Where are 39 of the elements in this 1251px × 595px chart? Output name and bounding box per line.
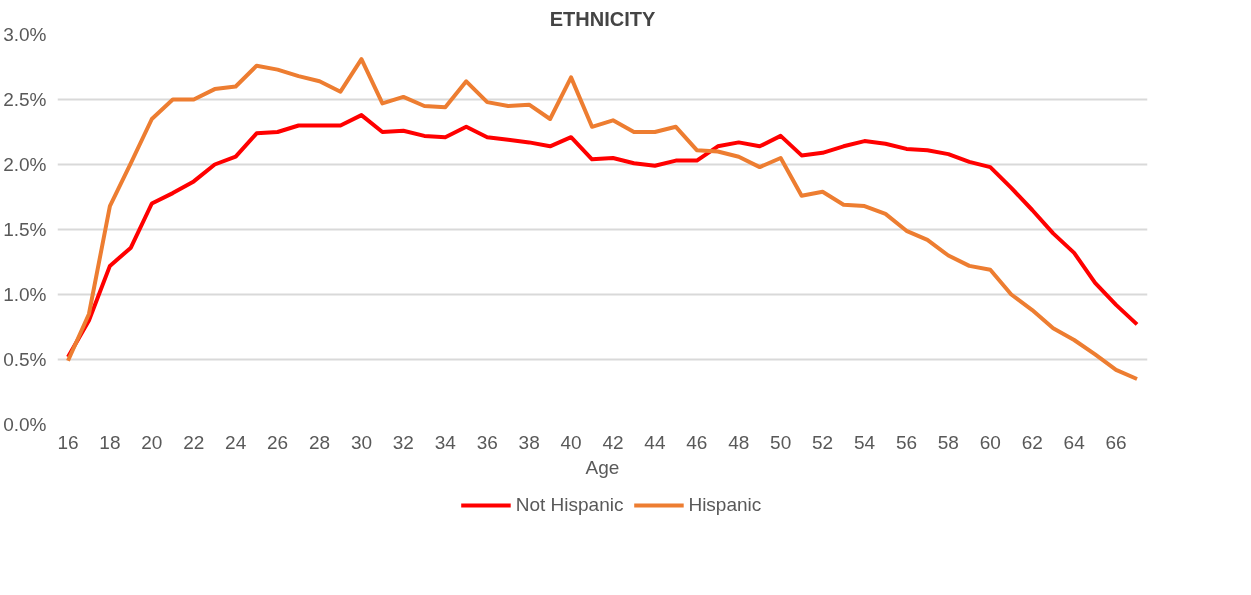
x-tick-label: 42: [602, 431, 624, 453]
y-tick-label: 0.5%: [3, 349, 47, 370]
x-tick-label: 58: [937, 431, 959, 453]
x-tick-label: 52: [812, 431, 834, 453]
y-tick-label: 2.5%: [3, 89, 47, 110]
x-tick-label: 34: [434, 431, 457, 453]
chart-title: ETHNICITY: [549, 7, 656, 30]
y-tick-label: 0.0%: [3, 414, 47, 435]
x-tick-label: 56: [895, 431, 918, 453]
x-tick-label: 22: [183, 431, 205, 453]
y-tick-label: 3.0%: [3, 24, 47, 45]
x-tick-label: 16: [57, 431, 79, 453]
x-tick-label: 60: [979, 431, 1001, 453]
x-tick-label: 38: [518, 431, 540, 453]
line-series: [65, 113, 1140, 359]
x-tick-label: 48: [728, 431, 750, 453]
x-tick-label: 64: [1063, 431, 1086, 453]
x-tick-label: 66: [1105, 431, 1127, 453]
x-tick-label: 40: [560, 431, 582, 453]
y-tick-label: 1.5%: [3, 219, 47, 240]
x-tick-label: 46: [686, 431, 708, 453]
x-tick-label: 28: [308, 431, 331, 453]
x-tick-label: 62: [1021, 431, 1043, 453]
x-tick-label: 54: [853, 431, 876, 453]
legend-label: Hispanic: [688, 494, 762, 516]
x-tick-label: 50: [770, 431, 792, 453]
y-tick-label: 1.0%: [3, 284, 47, 305]
x-tick-label: 20: [141, 431, 163, 453]
x-axis-title: Age: [585, 456, 620, 478]
x-tick-label: 24: [225, 431, 247, 453]
x-tick-label: 44: [644, 431, 666, 453]
x-tick-label: 32: [392, 431, 414, 453]
x-tick-label: 36: [476, 431, 498, 453]
line-series: [65, 57, 1140, 381]
legend-label: Not Hispanic: [515, 494, 624, 516]
y-tick-label: 2.0%: [3, 154, 47, 175]
x-tick-label: 18: [99, 431, 121, 453]
x-tick-label: 30: [350, 431, 373, 453]
x-tick-label: 26: [267, 431, 289, 453]
